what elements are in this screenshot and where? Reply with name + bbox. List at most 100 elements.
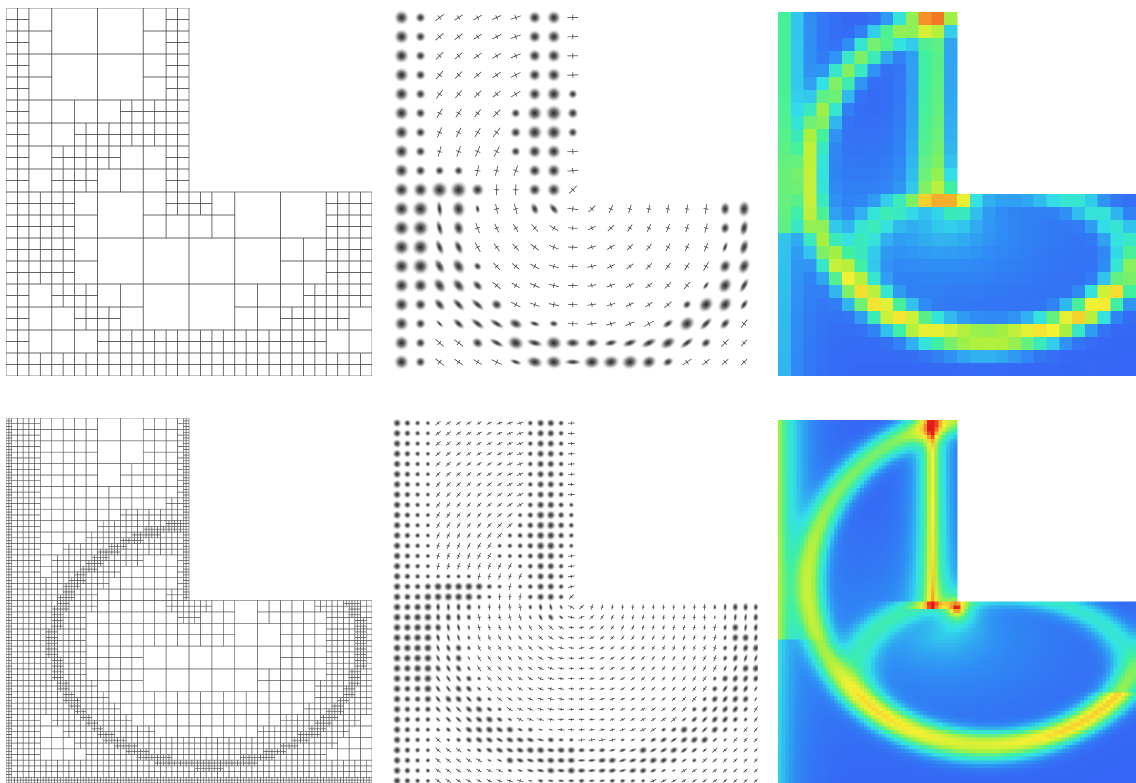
heat-cell: [867, 12, 881, 26]
mesh-cell: [40, 674, 47, 681]
mesh-cell: [363, 777, 367, 781]
mesh-cell: [363, 640, 367, 644]
glyph-layer: [392, 9, 751, 370]
mesh-cell: [134, 531, 138, 536]
mesh-cell: [97, 777, 101, 781]
mesh-cell: [80, 574, 84, 578]
mesh-cell: [108, 708, 115, 715]
tensor-glyph: [664, 282, 672, 289]
mesh-cell: [6, 226, 18, 239]
mesh-cell: [6, 725, 10, 730]
heat-cell: [816, 51, 830, 65]
mesh-cell: [120, 531, 127, 539]
tensor-glyph: [568, 615, 575, 619]
heat-cell: [1123, 246, 1136, 260]
mesh-cell: [74, 588, 81, 596]
mesh-cell: [120, 611, 133, 624]
tensor-glyph: [567, 554, 575, 558]
mesh-cell: [331, 737, 338, 744]
tensor-glyph: [713, 634, 717, 641]
mesh-cell: [17, 685, 24, 693]
mesh-cell: [108, 329, 121, 342]
mesh-cell: [45, 759, 53, 767]
tensor-glyph: [454, 358, 463, 366]
mesh-cell: [8, 523, 12, 527]
mesh-cell: [6, 757, 10, 761]
mesh-cell: [28, 748, 35, 755]
mesh-cell: [240, 742, 247, 750]
mesh-cell: [22, 497, 30, 504]
mesh-cell: [214, 768, 218, 772]
mesh-cell: [80, 714, 84, 718]
mesh-cell: [120, 600, 133, 613]
mesh-cell: [80, 554, 87, 561]
mesh-cell: [28, 674, 35, 681]
mesh-cell: [211, 611, 224, 624]
tensor-glyph: [443, 591, 454, 602]
mesh-cell: [54, 777, 58, 781]
mesh-cell: [97, 237, 144, 285]
mesh-cell: [40, 748, 53, 761]
mesh-cell: [205, 768, 210, 772]
tensor-glyph: [446, 602, 451, 613]
mesh-cell: [366, 657, 372, 664]
mesh-cell: [80, 717, 84, 721]
heat-cell: [1033, 207, 1048, 221]
mesh-cell: [300, 734, 304, 738]
mesh-cell: [154, 526, 158, 530]
mesh-cell: [6, 611, 10, 616]
mesh-cell: [97, 634, 110, 647]
tensor-glyph: [453, 339, 464, 347]
mesh-cell: [11, 560, 18, 567]
mesh-cell: [134, 751, 138, 755]
mesh-cell: [8, 685, 12, 690]
mesh-cell: [6, 537, 10, 541]
tensor-glyph: [609, 687, 615, 691]
tensor-glyph: [456, 471, 462, 477]
tensor-glyph: [671, 686, 676, 692]
mesh-cell: [160, 757, 164, 761]
tensor-glyph: [466, 441, 472, 446]
mesh-cell: [28, 486, 35, 493]
mesh-cell: [137, 537, 141, 541]
mesh-cell: [91, 714, 98, 721]
mesh-cell: [325, 697, 333, 704]
mesh-cell: [183, 523, 187, 527]
mesh-cell: [108, 765, 115, 772]
heat-cell: [829, 90, 843, 104]
mesh-cell: [297, 748, 304, 755]
mesh-cell: [360, 631, 364, 635]
mesh-cell: [28, 480, 35, 487]
tensor-glyph: [742, 684, 749, 694]
tensor-glyph: [414, 552, 421, 560]
mesh-cell: [154, 508, 161, 516]
mesh-cell: [360, 702, 367, 710]
tensor-glyph: [621, 614, 624, 620]
mesh-cell: [102, 702, 110, 710]
mesh-cell: [85, 719, 90, 724]
tensor-glyph: [568, 677, 575, 681]
heat-cell: [790, 298, 805, 312]
heat-cell: [854, 207, 869, 221]
heat-cell: [778, 116, 792, 130]
mesh-cell: [97, 657, 110, 670]
mesh-cell: [188, 702, 201, 715]
heat-cell: [1072, 194, 1086, 208]
heat-cell: [982, 272, 996, 286]
mesh-cell: [34, 759, 41, 767]
mesh-cell: [357, 620, 361, 624]
tensor-glyph: [630, 645, 635, 651]
tensor-glyph: [466, 512, 471, 518]
mesh-cell: [183, 585, 187, 590]
heat-cell: [790, 324, 805, 338]
mesh-cell: [194, 759, 198, 764]
mesh-cell: [8, 771, 12, 775]
heat-cell: [918, 181, 933, 195]
mesh-cell: [6, 754, 10, 758]
mesh-cell: [60, 671, 64, 675]
heat-cell: [995, 350, 1009, 364]
mesh-cell: [323, 719, 327, 724]
mesh-cell: [131, 560, 138, 567]
tensor-glyph: [445, 653, 452, 663]
mesh-cell: [165, 19, 178, 32]
